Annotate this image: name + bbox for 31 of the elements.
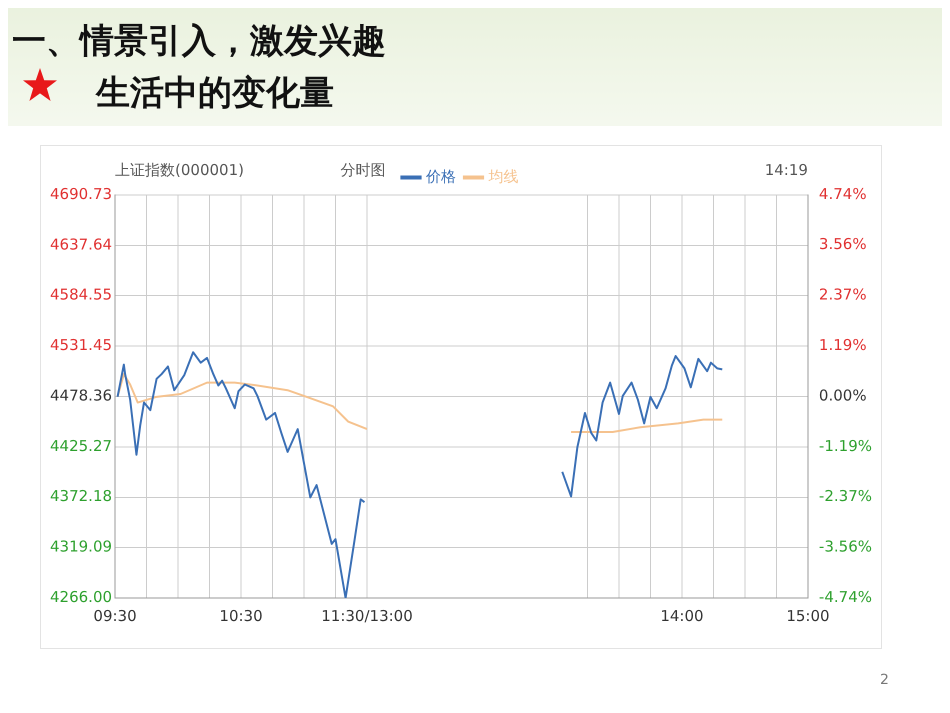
y2-tick-label: 2.37%: [818, 286, 867, 304]
x-tick-label: 14:00: [660, 606, 704, 625]
y-tick-label: 4372.18: [50, 487, 112, 506]
y2-tick-label: 0.00%: [818, 386, 867, 404]
chart-subtitle: 生活中的变化量: [96, 72, 334, 115]
y-tick-label: 4425.27: [50, 436, 112, 455]
y2-tick-label: 4.74%: [818, 184, 867, 203]
legend-label: 价格: [425, 167, 456, 186]
y2-tick-label: 3.56%: [818, 235, 867, 254]
y2-tick-label: 1.19%: [818, 336, 867, 354]
text: 14:19: [764, 160, 808, 179]
text: 2: [880, 672, 889, 688]
legend-label: 均线: [488, 167, 518, 186]
y-tick-label: 4266.00: [50, 588, 112, 606]
y-tick-label: 4478.36: [50, 386, 112, 404]
y2-tick-label: -4.74%: [818, 588, 872, 606]
y2-tick-label: -3.56%: [818, 538, 872, 556]
y-tick-label: 4637.64: [50, 235, 112, 254]
y2-tick-label: -1.19%: [818, 436, 872, 455]
y-tick-label: 4319.09: [50, 538, 112, 556]
text: 上证指数(000001): [115, 160, 244, 179]
x-tick-label: 09:30: [93, 606, 137, 625]
y-tick-label: 4690.73: [50, 184, 112, 203]
text: 分时图: [340, 160, 386, 179]
x-tick-label: 10:30: [219, 606, 263, 625]
chart-title: 一、情景引入，激发兴趣: [12, 20, 386, 63]
y-tick-label: 4584.55: [50, 286, 112, 304]
x-tick-label: 15:00: [786, 606, 830, 625]
y-tick-label: 4531.45: [50, 336, 112, 354]
x-tick-label: 11:30/13:00: [321, 606, 413, 625]
y2-tick-label: -2.37%: [818, 487, 872, 506]
